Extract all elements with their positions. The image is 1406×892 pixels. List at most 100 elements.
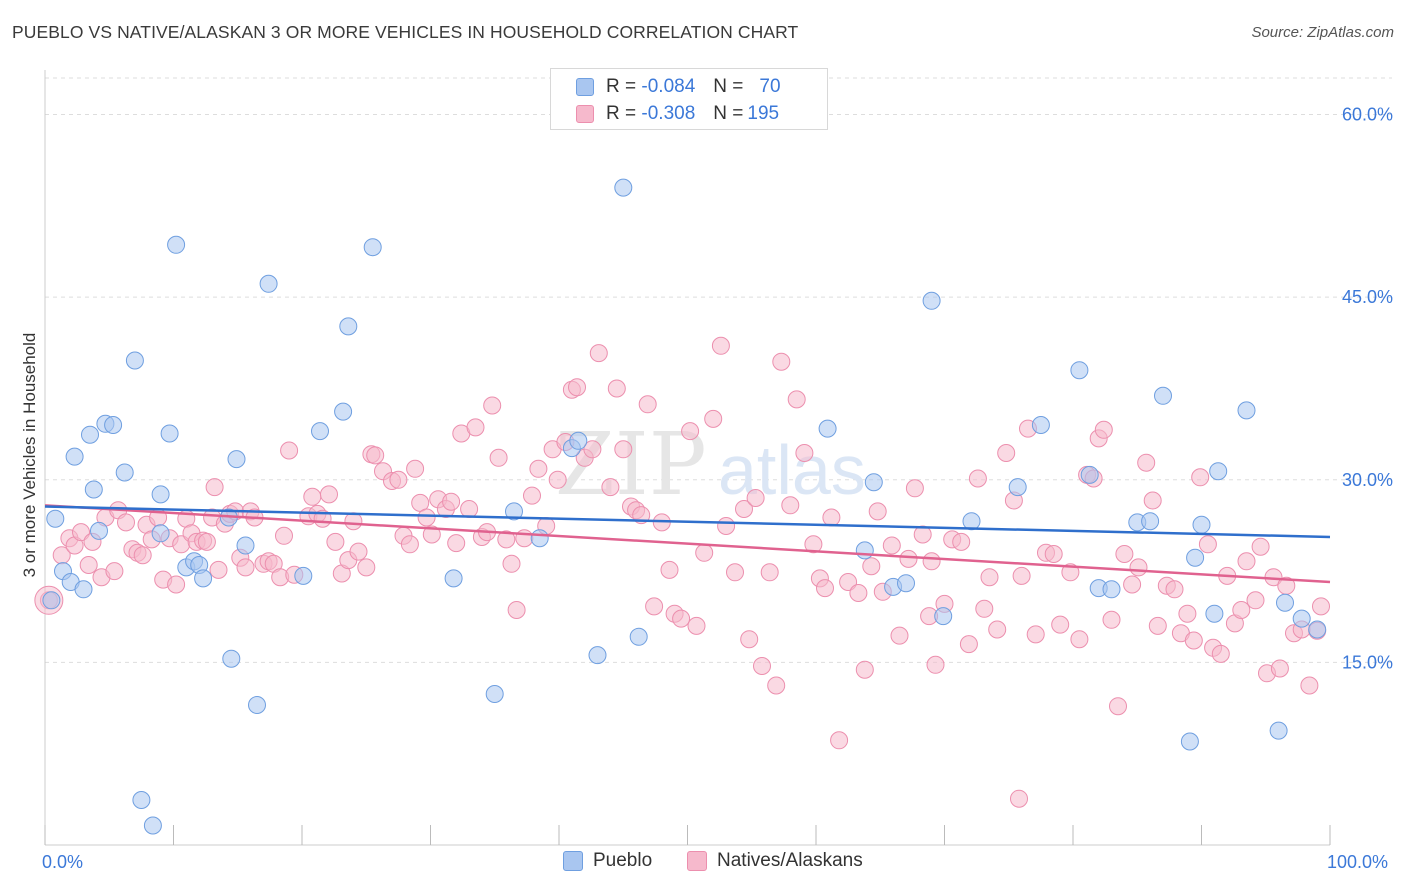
natives-points (34, 336, 1330, 808)
pueblo-point (65, 447, 84, 466)
pueblo-point (104, 416, 123, 434)
native-point (1123, 575, 1142, 594)
native-point (1044, 545, 1063, 563)
native-point (735, 500, 753, 518)
pueblo-point (1276, 593, 1294, 612)
native-point (767, 676, 786, 695)
native-point (905, 479, 924, 498)
native-point (167, 575, 186, 594)
native-point (601, 478, 620, 497)
pueblo-point (1102, 580, 1121, 599)
pueblo-point (143, 816, 162, 835)
native-point (406, 459, 425, 478)
y-tick-label: 45.0% (1342, 287, 1393, 307)
pueblo-point (90, 521, 108, 540)
pueblo-point (1269, 721, 1288, 740)
native-point (515, 529, 534, 548)
pueblo-point (1154, 386, 1172, 405)
native-point (1251, 537, 1270, 556)
native-point (447, 534, 466, 553)
native-point (1232, 601, 1251, 619)
pueblo-point (505, 502, 523, 521)
native-point (1051, 615, 1070, 634)
pueblo-point (1031, 416, 1050, 434)
n-label: N = (713, 103, 744, 124)
native-point (349, 542, 368, 561)
pueblo-point (334, 402, 353, 421)
native-point (357, 558, 376, 577)
native-point (568, 378, 586, 397)
native-point (205, 478, 224, 497)
pueblo-swatch (563, 851, 583, 871)
pueblo-swatch (576, 78, 594, 96)
native-point (326, 532, 345, 551)
pueblo-point (485, 685, 504, 703)
native-point (1102, 610, 1121, 629)
native-point (1061, 563, 1080, 582)
native-point (899, 549, 918, 568)
native-point (855, 660, 874, 679)
native-point (717, 517, 736, 535)
pueblo-point (363, 238, 382, 257)
native-point (275, 526, 293, 545)
native-point (740, 630, 759, 649)
watermark-atlas: atlas (718, 431, 866, 509)
pueblo-point (74, 580, 93, 599)
native-point (1148, 616, 1167, 635)
native-point (589, 344, 608, 363)
pueblo-point (125, 351, 144, 370)
native-point (1109, 697, 1127, 716)
native-point (1094, 420, 1113, 439)
native-point (1191, 468, 1210, 487)
y-tick-label: 15.0% (1342, 652, 1393, 672)
native-point (466, 418, 485, 437)
legend-row-pueblo: R = -0.084 N = 70 (551, 73, 781, 101)
legend-item-natives[interactable]: Natives/Alaskans (687, 850, 863, 872)
pueblo-point (934, 607, 953, 626)
y-tick-labels: 15.0% 30.0% 45.0% 60.0% (1342, 105, 1393, 673)
native-point (1300, 676, 1319, 695)
native-point (442, 492, 461, 511)
native-point (997, 444, 1016, 462)
native-point (638, 395, 657, 414)
pueblo-point (339, 317, 358, 336)
trend-lines (44, 504, 1331, 584)
x-tick-label-max: 100.0% (1327, 852, 1389, 872)
pueblo-point (1141, 512, 1160, 531)
pueblo-point (1308, 620, 1327, 639)
pueblo-point (46, 509, 65, 528)
chart-title: PUEBLO VS NATIVE/ALASKAN 3 OR MORE VEHIC… (12, 22, 799, 42)
r-value: -0.084 (641, 76, 696, 97)
native-point (236, 558, 255, 577)
native-point (72, 523, 90, 542)
native-point (882, 536, 901, 555)
pueblo-point (1209, 462, 1228, 481)
legend-row-natives: R = -0.308 N = 195 (551, 100, 779, 128)
r-label: R = (606, 103, 637, 124)
pueblo-point (1237, 401, 1256, 420)
native-point (1178, 604, 1197, 623)
native-point (529, 459, 548, 478)
native-point (422, 525, 441, 544)
native-point (926, 655, 945, 674)
pueblo-point (115, 463, 134, 482)
pueblo-points (42, 178, 1327, 835)
pueblo-point (1180, 732, 1199, 751)
native-point (760, 563, 779, 582)
native-point (1211, 644, 1230, 663)
native-point (1312, 597, 1330, 616)
r-label: R = (606, 76, 637, 97)
native-point (913, 525, 932, 544)
native-point (959, 635, 978, 654)
legend-item-pueblo[interactable]: Pueblo (563, 850, 652, 872)
n-label: N = (713, 76, 744, 97)
native-point (1165, 580, 1184, 599)
legend-label-natives: Natives/Alaskans (717, 850, 863, 871)
y-tick-label: 30.0% (1342, 470, 1393, 490)
native-point (1143, 491, 1162, 510)
native-point (787, 390, 806, 409)
native-point (868, 502, 887, 521)
native-point (197, 532, 216, 551)
native-point (389, 470, 408, 489)
pueblo-point (1080, 465, 1099, 484)
